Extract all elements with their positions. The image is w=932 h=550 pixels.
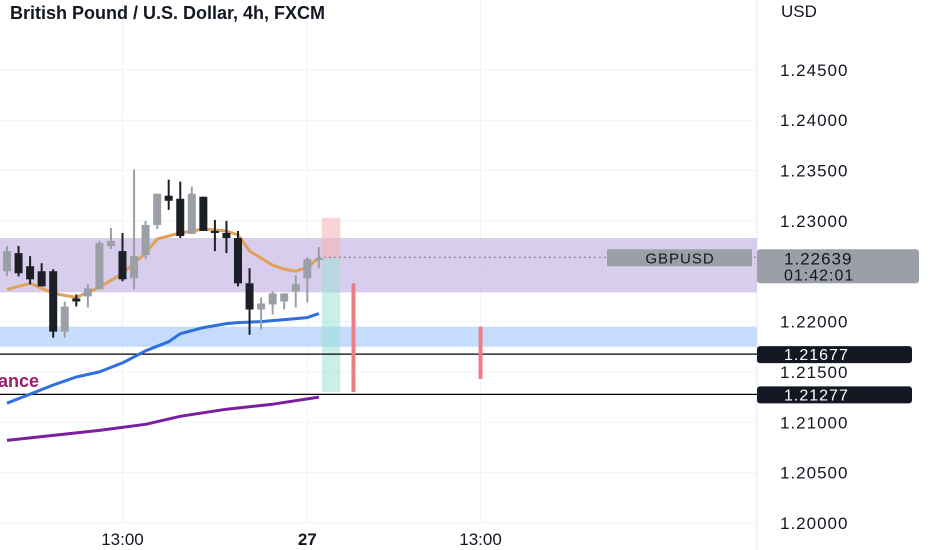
stop-loss-zone [321,217,341,259]
candle-body [37,271,46,287]
candle-body [14,253,23,274]
candle-body [314,258,323,261]
moving-average-2 [6,312,320,405]
y-tick-label: 1.21500 [780,363,848,382]
candle-body [106,241,115,247]
candle-body [234,238,242,284]
y-tick-label: 1.24500 [780,61,848,80]
candle-body [3,251,11,272]
last-price-tag-value: 1.22639 [784,249,852,268]
candle-body [118,251,127,280]
candle-body [60,306,69,332]
moving-average-3 [6,395,320,442]
annotation-label: ance [0,371,39,391]
y-tick-label: 1.24000 [780,111,848,130]
candle-body [187,193,196,234]
candle-body [176,198,185,237]
candle-body [153,193,162,225]
symbol-tag-label: GBPUSD [645,250,714,267]
candle-body [72,298,81,302]
candle-body [164,195,173,201]
candle-body [26,266,35,280]
level-tag-value: 1.21677 [784,347,849,364]
candle-body [280,293,289,302]
red-marker [478,326,483,379]
currency-label: USD [781,2,817,21]
blue-zone [0,326,757,347]
candle-body [130,256,139,279]
candle-body [303,259,312,279]
candle-body [268,293,277,305]
y-tick-label: 1.21000 [780,413,848,432]
last-price-tag-bg [757,249,919,284]
candle-body [141,224,150,256]
level-tag-bg [757,386,912,404]
symbol-tag-bg [607,249,752,267]
candle-body [83,288,92,297]
last-price-countdown: 01:42:01 [784,267,854,284]
x-tick-label: 13:00 [101,530,144,549]
candle-body [95,243,104,290]
y-tick-label: 1.23000 [780,212,848,231]
y-tick-label: 1.23500 [780,162,848,181]
level-tag-value: 1.21277 [784,387,849,404]
take-profit-zone [321,258,341,393]
candle-body [291,284,300,292]
red-marker [351,283,356,393]
candle-body [199,196,208,231]
level-tag-bg [757,346,912,364]
candle-body [245,283,254,310]
x-tick-label: 13:00 [459,530,502,549]
candle-body [210,230,219,233]
y-tick-label: 1.20000 [780,514,848,533]
y-tick-label: 1.22000 [780,313,848,332]
x-tick-label: 27 [298,530,317,549]
candle-body [222,232,231,239]
chart-title: British Pound / U.S. Dollar, 4h, FXCM [10,3,326,23]
candle-body [257,303,266,310]
candle-body [49,271,58,332]
y-tick-label: 1.20500 [780,464,848,483]
